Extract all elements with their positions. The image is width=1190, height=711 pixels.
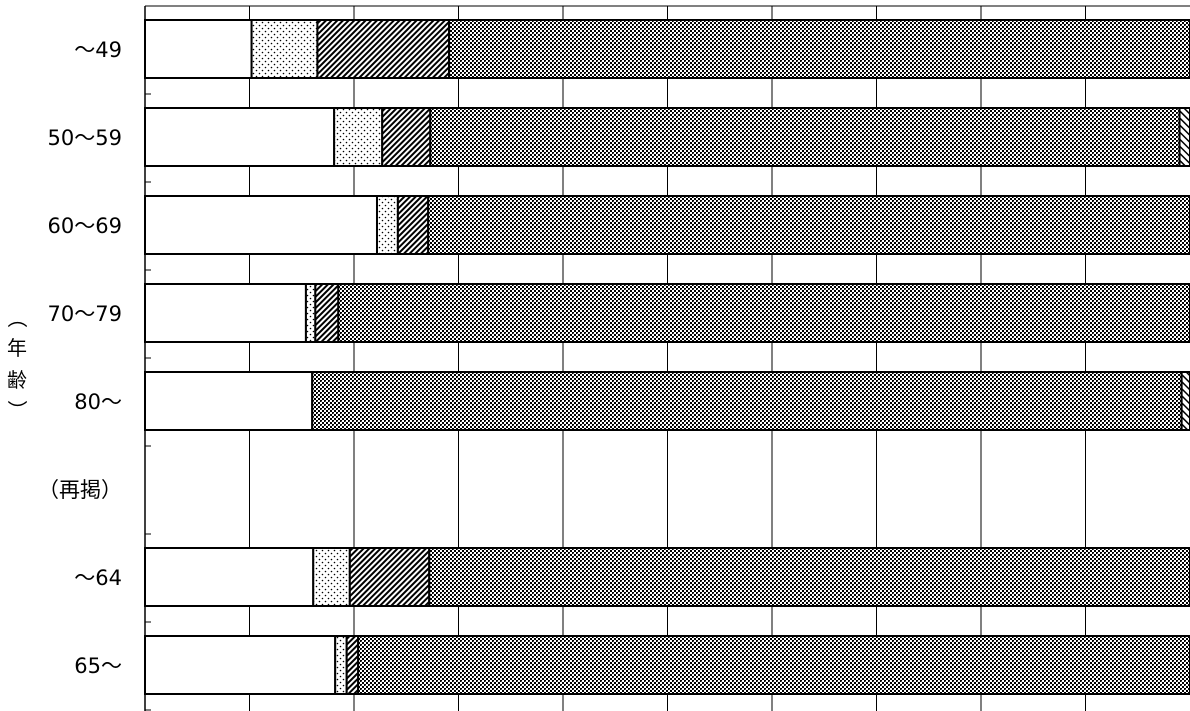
bar-segment-light-diagonal (1178, 107, 1190, 167)
y-axis-label-char: 年 (7, 336, 27, 360)
bar-segment-dots (250, 19, 319, 79)
bar-segment-diagonal (396, 195, 430, 255)
bar-segment-crosshatch (311, 371, 1183, 431)
category-label: （再掲） (38, 478, 122, 502)
category-label: ～64 (74, 566, 122, 590)
bar-segment-dots (333, 107, 384, 167)
bar-segment-blank (144, 371, 314, 431)
bar-segment-crosshatch (337, 283, 1190, 343)
y-axis-label-char: ） (5, 400, 29, 420)
y-axis-label: （ 年齢 ） (5, 308, 29, 420)
bar-segment-blank (144, 283, 307, 343)
bar-segment-crosshatch (427, 195, 1190, 255)
bar-segment-dots (312, 547, 351, 607)
bar-segment-diagonal (348, 547, 431, 607)
bar-segment-crosshatch (448, 19, 1190, 79)
bar-segment-blank (144, 19, 253, 79)
category-label: 70～79 (48, 302, 122, 326)
bar-segment-diagonal (345, 635, 360, 695)
y-axis-label-char: 齢 (7, 368, 27, 392)
bar-segment-dots (304, 283, 317, 343)
bar-segment-crosshatch (429, 107, 1181, 167)
bar-segment-diagonal (314, 283, 340, 343)
bar-segment-diagonal (316, 19, 451, 79)
bar-segment-blank (144, 107, 336, 167)
bar-segment-diagonal (381, 107, 432, 167)
bar-segment-crosshatch (357, 635, 1190, 695)
category-labels: ～49 50～59 60～69 70～79 80～ （再掲） ～64 65～ (38, 38, 122, 678)
bar-segment-light-diagonal (1180, 371, 1190, 431)
bar-segment-dots (334, 635, 348, 695)
category-label: 60～69 (48, 214, 122, 238)
category-label: ～49 (74, 38, 122, 62)
category-label: 65～ (74, 654, 122, 678)
category-label: 80～ (74, 390, 122, 414)
bar-segment-blank (144, 195, 378, 255)
category-label: 50～59 (48, 126, 122, 150)
bar-segment-dots (375, 195, 399, 255)
bar-segment-blank (144, 635, 337, 695)
bars (144, 19, 1190, 695)
bar-segment-blank (144, 547, 315, 607)
bar-segment-crosshatch (428, 547, 1190, 607)
y-axis-label-char: （ (5, 308, 29, 328)
